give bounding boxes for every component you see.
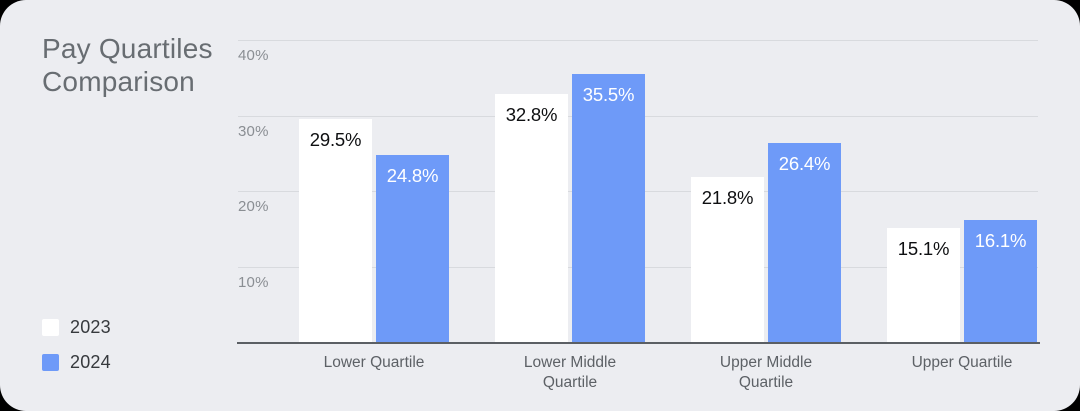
y-tick-label-20: 20% [238, 198, 269, 215]
legend-item-2023: 2023 [42, 316, 111, 337]
x-axis-label-1: Lower Middle Quartile [523, 354, 617, 391]
legend-swatch-2023 [42, 318, 59, 336]
bar-value-label: 26.4% [778, 152, 831, 174]
bar-2023-2: 21.8% [691, 177, 764, 342]
bar-2023-3: 15.1% [887, 228, 960, 342]
bar-value-label: 32.8% [505, 104, 558, 126]
bar-2024-0: 24.8% [376, 154, 449, 342]
bar-value-label: 24.8% [386, 164, 439, 186]
bar-2024-1: 35.5% [572, 73, 645, 342]
bar-value-label: 15.1% [897, 238, 950, 259]
legend-swatch-2024 [42, 353, 59, 371]
bar-2024-3: 16.1% [964, 220, 1037, 342]
bar-value-label: 21.8% [701, 187, 754, 209]
chart-legend: 2023 2024 [42, 316, 111, 388]
gridline-40 [238, 40, 1038, 41]
x-axis-label-0: Lower Quartile [323, 354, 425, 371]
bar-value-label: 35.5% [582, 83, 635, 105]
y-tick-label-10: 10% [238, 273, 269, 291]
bar-value-label: 16.1% [974, 230, 1027, 252]
x-axis-line [237, 341, 1040, 344]
y-tick-label-30: 30% [238, 122, 269, 140]
x-axis-labels: Lower Quartile Lower Middle Quartile Upper… [238, 353, 1038, 401]
bar-2023-0: 29.5% [299, 119, 372, 342]
bar-value-label: 29.5% [309, 129, 362, 151]
chart-plot-area: 10% 20% 30% 40% 29.5% 24.8% 32.8% 35.5% 21.8% 26.… [237, 40, 1040, 344]
legend-label-2024: 2024 [70, 351, 111, 372]
chart-title: Pay Quartiles Comparison [42, 33, 213, 97]
y-tick-label-40: 40% [238, 47, 269, 64]
x-axis-label-2: Upper Middle Quartile [719, 354, 813, 391]
legend-item-2024: 2024 [42, 351, 111, 372]
legend-label-2023: 2023 [70, 316, 111, 337]
bar-2023-1: 32.8% [495, 94, 568, 342]
x-axis-label-3: Upper Quartile [911, 354, 1013, 371]
bar-2024-2: 26.4% [768, 142, 841, 342]
